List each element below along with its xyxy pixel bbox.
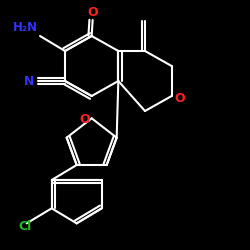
- Text: O: O: [87, 6, 98, 19]
- Text: O: O: [175, 92, 185, 105]
- Text: H₂N: H₂N: [12, 21, 38, 34]
- Text: O: O: [80, 113, 90, 126]
- Text: Cl: Cl: [18, 220, 32, 233]
- Text: N: N: [24, 74, 34, 88]
